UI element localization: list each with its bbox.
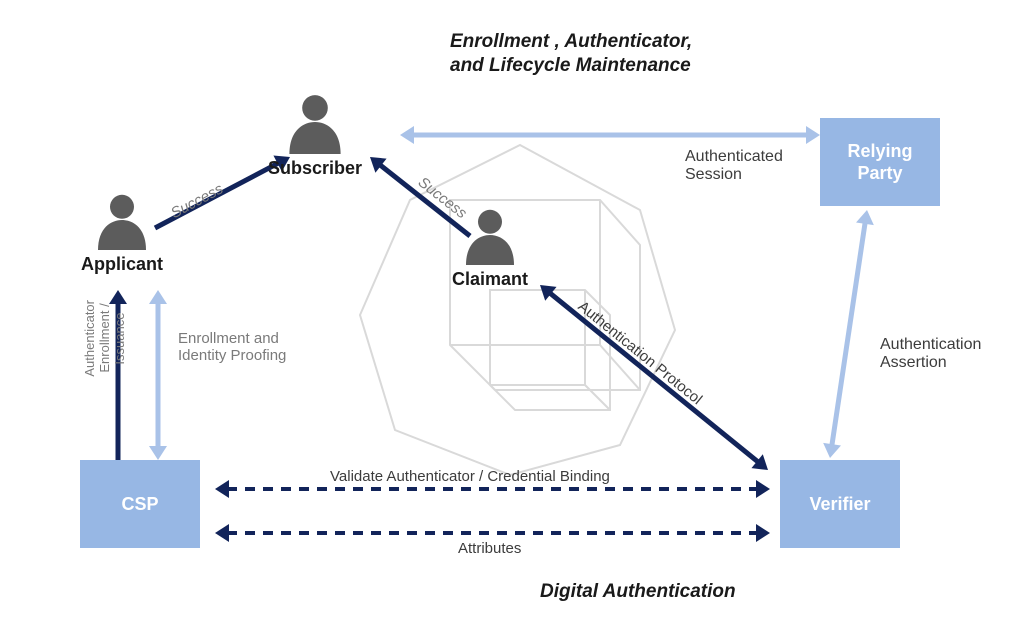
- label-auth_session: AuthenticatedSession: [685, 148, 783, 184]
- label-enrollment_identity: Enrollment andIdentity Proofing: [178, 330, 286, 364]
- csp-box: CSP: [80, 460, 200, 548]
- claimant-label: Claimant: [410, 269, 570, 290]
- csp-box-label: CSP: [121, 493, 158, 516]
- title-bottom: Digital Authentication: [540, 580, 736, 604]
- label-authenticator_enrollment: AuthenticatorEnrollment /Issuance: [82, 300, 127, 377]
- verifier-box-label: Verifier: [809, 493, 870, 516]
- subscriber-icon: [283, 90, 347, 154]
- rp-box: RelyingParty: [820, 118, 940, 206]
- edge-rp-verifier: [832, 222, 865, 446]
- rp-box-label: RelyingParty: [847, 140, 912, 185]
- applicant-icon: [92, 190, 152, 250]
- subscriber-label: Subscriber: [235, 158, 395, 179]
- label-validate: Validate Authenticator / Credential Bind…: [330, 468, 610, 485]
- applicant-label: Applicant: [42, 254, 202, 275]
- label-attributes: Attributes: [458, 540, 521, 557]
- label-auth_assertion: AuthenticationAssertion: [880, 336, 981, 372]
- title-top: Enrollment , Authenticator,and Lifecycle…: [450, 30, 692, 78]
- edge-claimant-verifier: [549, 293, 758, 463]
- verifier-box: Verifier: [780, 460, 900, 548]
- claimant-icon: [460, 205, 520, 265]
